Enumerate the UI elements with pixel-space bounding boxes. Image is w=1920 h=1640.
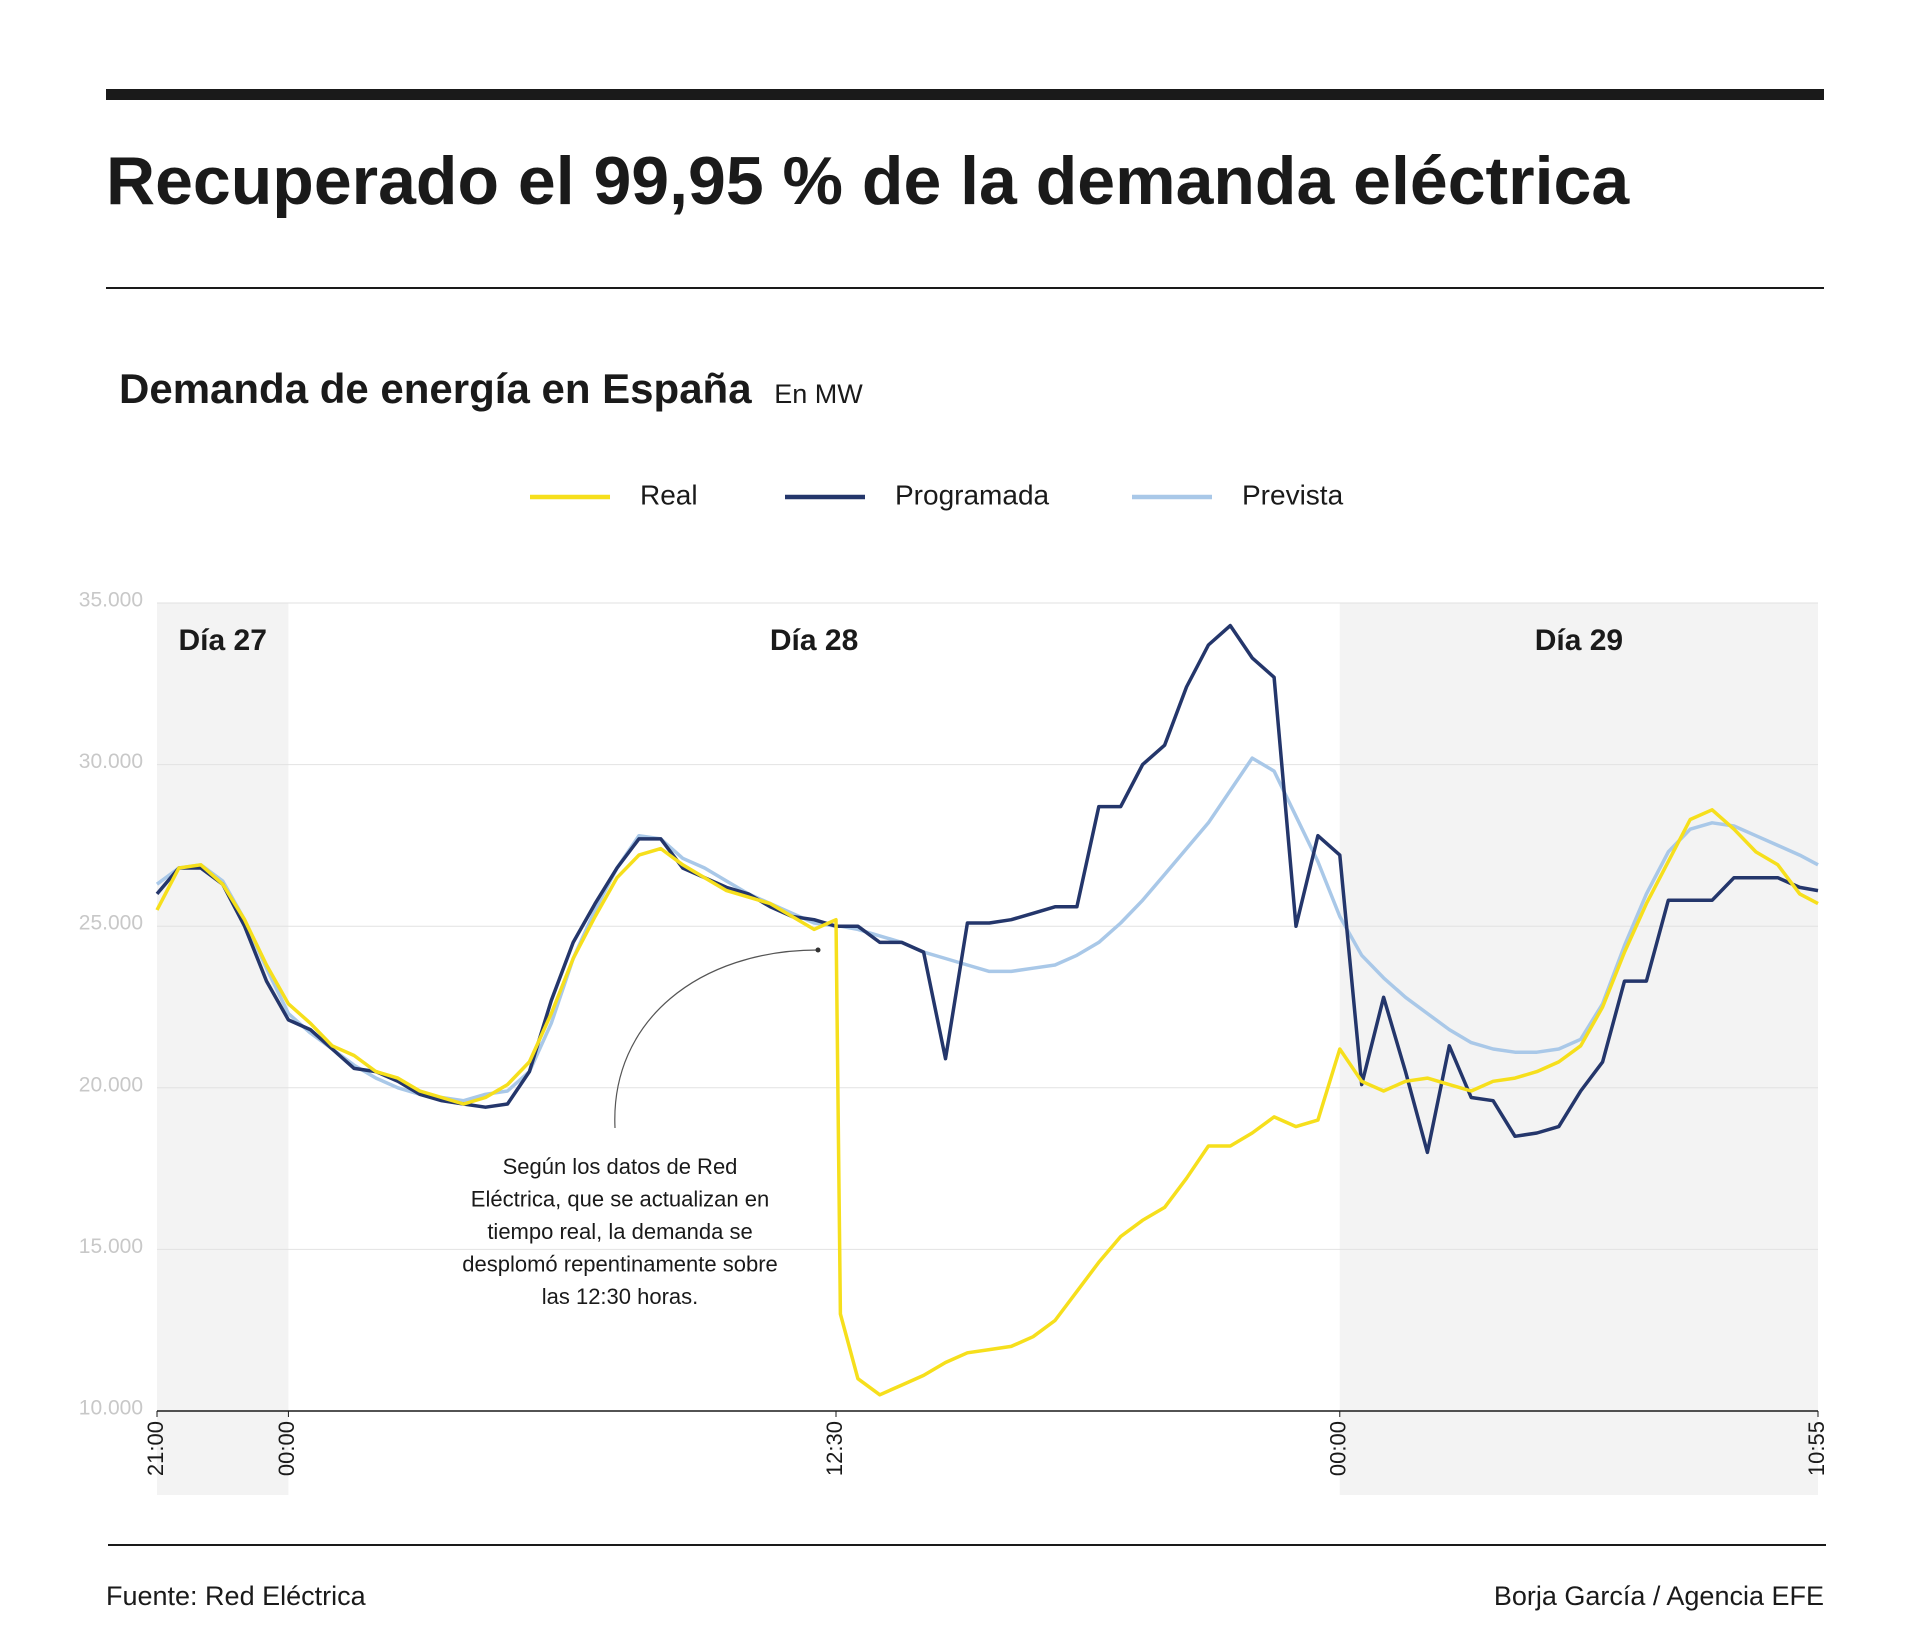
chart-title: Demanda de energía en España <box>119 365 752 412</box>
top-bar <box>106 89 1824 100</box>
x-tick-label: 21:00 <box>143 1421 168 1476</box>
series-line <box>155 808 1819 1397</box>
legend-label: Real <box>640 479 698 510</box>
period-label: Día 28 <box>770 624 858 657</box>
annotation-text: Eléctrica, que se actualizan en <box>471 1186 769 1211</box>
annotation-text: desplomó repentinamente sobre <box>462 1251 778 1276</box>
x-tick-label: 10:55 <box>1804 1421 1829 1476</box>
x-tick-label: 00:00 <box>274 1421 299 1476</box>
annotation-text: las 12:30 horas. <box>542 1284 699 1309</box>
period-label: Día 29 <box>1535 624 1623 657</box>
annotation-text: tiempo real, la demanda se <box>487 1219 752 1244</box>
period-shade <box>157 603 289 1495</box>
period-label: Día 27 <box>179 624 267 657</box>
annotation-text: Según los datos de Red <box>503 1154 738 1179</box>
annotation-pointer <box>614 949 819 1129</box>
credit: Borja García / Agencia EFE <box>1494 1581 1824 1611</box>
chart-subtitle: En MW <box>774 379 863 409</box>
annotation-dot <box>815 947 821 953</box>
legend-label: Prevista <box>1242 479 1344 510</box>
source: Fuente: Red Eléctrica <box>106 1581 367 1611</box>
y-tick-label: 30.000 <box>79 750 143 773</box>
main-title: Recuperado el 99,95 % de la demanda eléc… <box>106 143 1630 219</box>
y-tick-label: 20.000 <box>79 1073 143 1096</box>
plot: Día 27 Día 28 Día 29 10.000 15.000 20.000 25.0… <box>79 589 1829 1495</box>
x-tick-label: 12:30 <box>822 1421 847 1476</box>
legend-label: Programada <box>895 479 1050 510</box>
x-tick-label: 00:00 <box>1326 1421 1351 1476</box>
y-tick-label: 10.000 <box>79 1397 143 1420</box>
y-tick-label: 35.000 <box>79 589 143 612</box>
series-line <box>155 623 1819 1155</box>
y-tick-label: 25.000 <box>79 912 143 935</box>
y-tick-label: 15.000 <box>79 1235 143 1258</box>
